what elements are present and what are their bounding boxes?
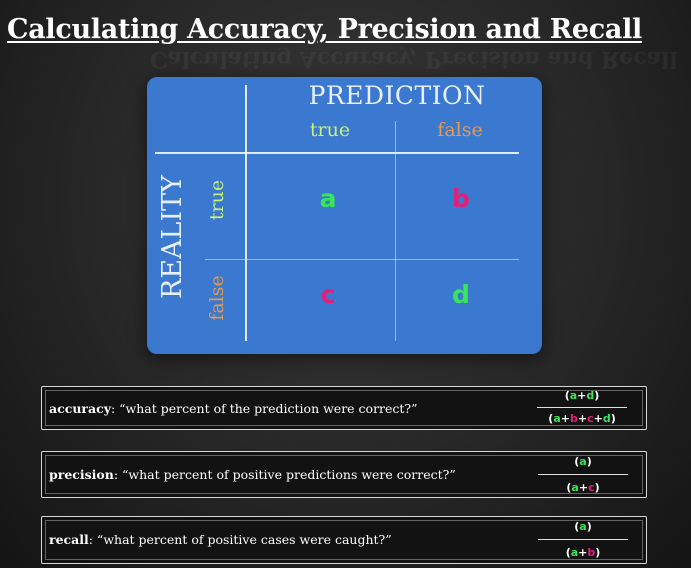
confusion-matrix: PREDICTION true false REALITY true false…	[147, 77, 542, 354]
accuracy-denominator-token: +	[593, 412, 603, 425]
recall-numerator-token: (	[574, 520, 580, 533]
cell-c: c	[320, 280, 336, 309]
accuracy-numerator: (a+d)	[537, 389, 627, 402]
prediction-axis-label: PREDICTION	[308, 81, 486, 110]
accuracy-numerator-token: a	[569, 389, 578, 402]
accuracy-denominator-token: (	[548, 412, 554, 425]
accuracy-numerator-token: (	[564, 389, 570, 402]
accuracy-denominator-token: b	[569, 412, 578, 425]
recall-denominator-token: )	[595, 546, 601, 559]
recall-numerator: (a)	[538, 520, 628, 533]
precision-denominator-token: )	[594, 481, 600, 494]
precision-description: : “what percent of positive predictions …	[113, 467, 456, 482]
accuracy-fraction-bar	[537, 407, 627, 408]
recall-denominator-token: +	[578, 546, 588, 559]
accuracy-denominator-token: d	[602, 412, 611, 425]
recall-description: : “what percent of positive cases were c…	[88, 532, 392, 547]
recall-numerator-token: a	[579, 520, 587, 533]
column-label-true: true	[309, 119, 351, 141]
precision-denominator: (a+c)	[538, 481, 628, 494]
recall-definition: recall: “what percent of positive cases …	[49, 532, 392, 547]
row-label-true: true	[206, 179, 228, 221]
precision-denominator-token: a	[571, 481, 579, 494]
precision-definition: precision: “what percent of positive pre…	[49, 467, 456, 482]
cell-d: d	[452, 280, 470, 309]
accuracy-numerator-token: )	[594, 389, 600, 402]
precision-denominator-token: (	[566, 481, 572, 494]
title-reflection: Calculating Accuracy, Precision and Reca…	[150, 46, 678, 72]
precision-fraction-bar	[538, 474, 628, 475]
precision-fraction: (a) (a+c)	[538, 452, 628, 497]
matrix-inner-horizontal-line	[205, 259, 519, 260]
accuracy-formula-box: accuracy: “what percent of the predictio…	[41, 386, 647, 430]
accuracy-denominator-token: c	[587, 412, 594, 425]
reality-axis-label: REALITY	[157, 175, 188, 299]
cell-a: a	[319, 184, 337, 213]
accuracy-description: : “what percent of the prediction were c…	[110, 401, 418, 416]
cell-b: b	[452, 184, 470, 213]
recall-term: recall	[49, 532, 89, 547]
precision-denominator-token: c	[588, 481, 595, 494]
recall-numerator-token: )	[586, 520, 592, 533]
recall-denominator: (a+b)	[538, 546, 628, 559]
accuracy-denominator-token: a	[553, 412, 561, 425]
matrix-horizontal-divider	[155, 152, 519, 154]
precision-numerator-token: )	[586, 455, 592, 468]
accuracy-denominator-token: +	[560, 412, 570, 425]
accuracy-denominator-token: +	[577, 412, 588, 425]
accuracy-numerator-token: +	[577, 389, 587, 402]
accuracy-term: accuracy	[49, 401, 111, 416]
recall-denominator-token: b	[587, 546, 596, 559]
precision-formula-box: precision: “what percent of positive pre…	[41, 451, 647, 498]
precision-numerator: (a)	[538, 455, 628, 468]
recall-denominator-token: (	[565, 546, 571, 559]
accuracy-denominator-token: )	[610, 412, 616, 425]
recall-formula-box: recall: “what percent of positive cases …	[41, 516, 647, 564]
accuracy-denominator: (a+b+c+d)	[537, 412, 627, 425]
matrix-inner-vertical-line	[395, 121, 396, 341]
precision-numerator-token: a	[579, 455, 587, 468]
accuracy-definition: accuracy: “what percent of the predictio…	[49, 401, 418, 416]
column-label-false: false	[437, 119, 483, 141]
recall-fraction-bar	[538, 539, 628, 540]
recall-fraction: (a) (a+b)	[538, 517, 628, 563]
precision-term: precision	[49, 467, 114, 482]
row-label-false: false	[206, 275, 228, 321]
accuracy-numerator-token: d	[586, 389, 595, 402]
precision-numerator-token: (	[574, 455, 580, 468]
matrix-vertical-divider	[245, 85, 247, 341]
page-title: Calculating Accuracy, Precision and Reca…	[7, 14, 642, 45]
recall-denominator-token: a	[570, 546, 579, 559]
accuracy-fraction: (a+d) (a+b+c+d)	[537, 387, 627, 429]
precision-denominator-token: +	[578, 481, 589, 494]
